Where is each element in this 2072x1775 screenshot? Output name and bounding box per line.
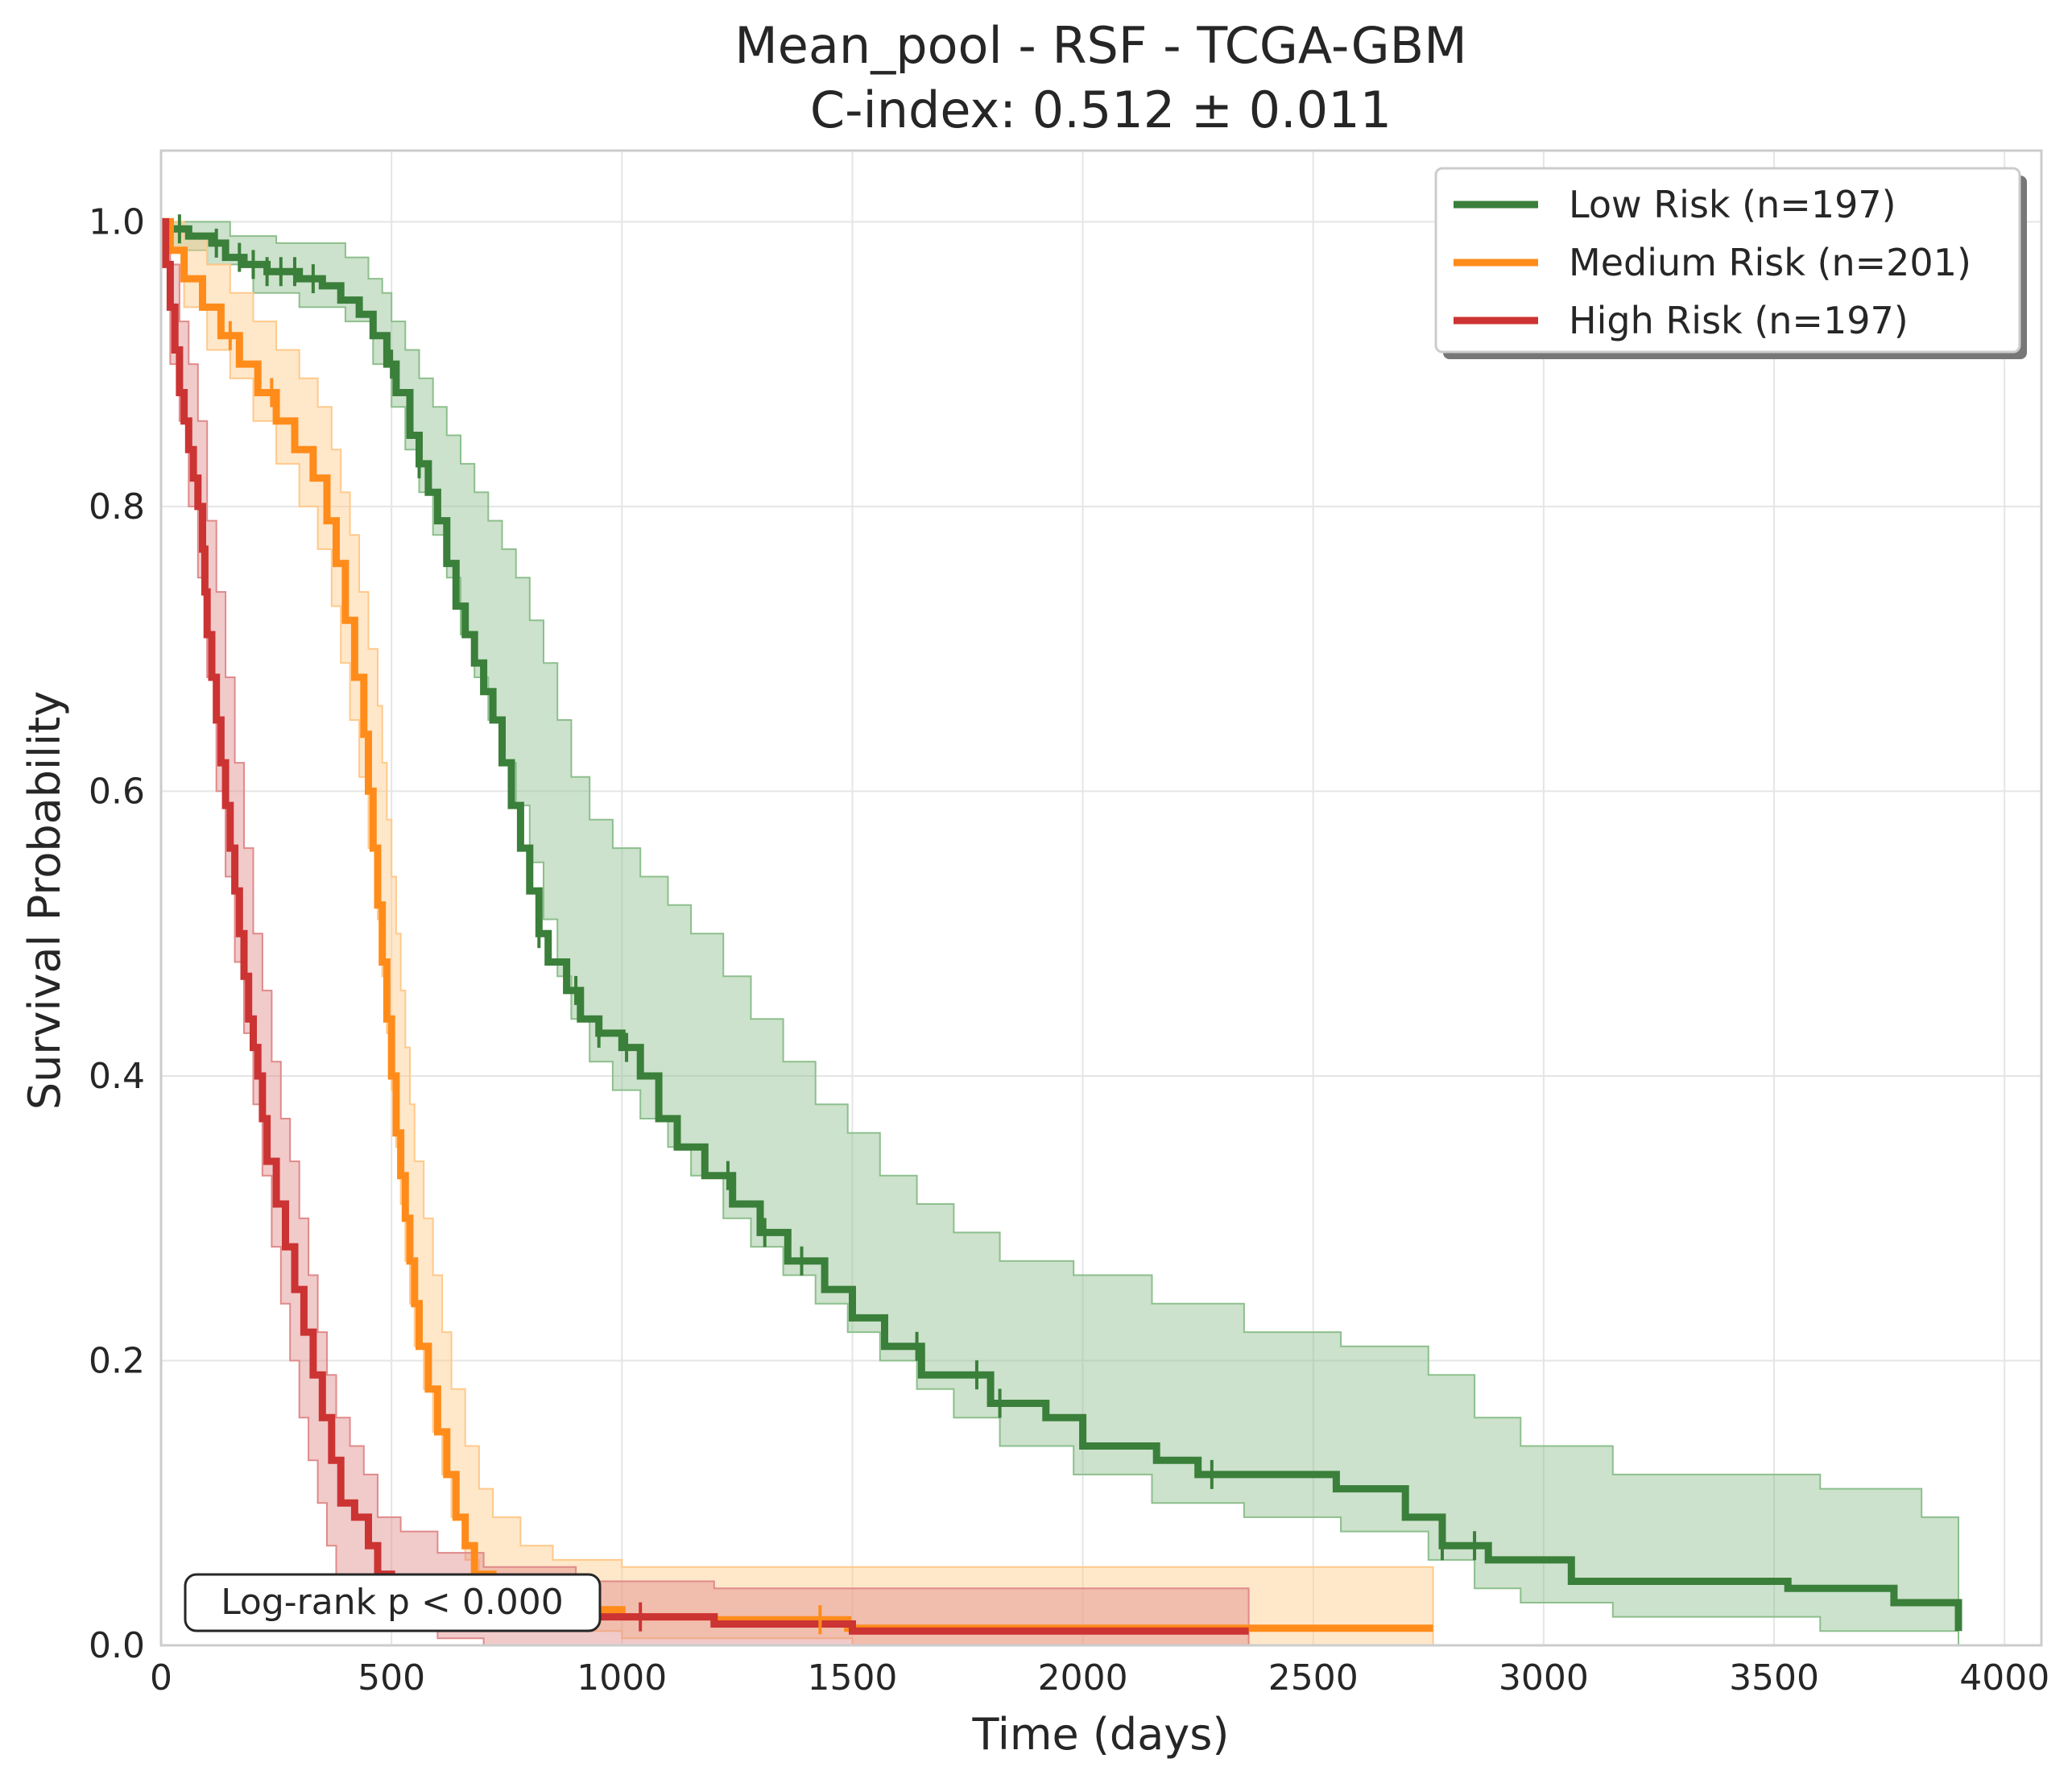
survival-curve-2 [161, 217, 1249, 1635]
legend-box [1434, 167, 2021, 354]
x-tick-label: 1000 [577, 1657, 667, 1698]
legend-entries: Low Risk (n=197) Medium Risk (n=201) High … [1454, 183, 1971, 342]
x-tick-label: 1500 [807, 1657, 897, 1698]
y-tick-label: 0.2 [89, 1340, 145, 1381]
legend: Low Risk (n=197) Medium Risk (n=201) High … [1434, 167, 2027, 359]
legend-label-2: High Risk (n=197) [1569, 299, 1909, 342]
y-tick-label: 0.0 [89, 1625, 145, 1666]
plot-frame [159, 149, 2043, 1647]
x-tick-label: 3500 [1729, 1657, 1819, 1698]
chart-title-line2: C-index: 0.512 ± 0.011 [810, 81, 1392, 139]
x-tick-label: 0 [150, 1657, 172, 1698]
x-tick-label: 3000 [1499, 1657, 1589, 1698]
chart-title-line1: Mean_pool - RSF - TCGA-GBM [734, 16, 1466, 75]
x-tick-label: 500 [358, 1657, 425, 1698]
logrank-annotation: Log-rank p < 0.000 [184, 1573, 602, 1632]
x-tick-label: 2500 [1268, 1657, 1359, 1698]
y-tick-label: 0.4 [89, 1056, 145, 1097]
x-tick-label: 2000 [1038, 1657, 1128, 1698]
y-axis-label: Survival Probability [19, 691, 70, 1110]
y-tick-label: 1.0 [89, 201, 145, 242]
logrank-box [184, 1573, 602, 1632]
logrank-text: Log-rank p < 0.000 [221, 1582, 564, 1623]
censor-marks [177, 214, 1477, 1635]
x-tick-label: 4000 [1959, 1657, 2049, 1698]
y-tick-label: 0.6 [89, 771, 145, 812]
legend-label-1: Medium Risk (n=201) [1569, 241, 1971, 284]
axis-ticks: 0 500 1000 1500 2000 2500 3000 3500 4000 0.0 0.2 0.… [89, 201, 2049, 1698]
legend-label-0: Low Risk (n=197) [1569, 183, 1896, 226]
x-axis-label: Time (days) [972, 1709, 1230, 1760]
survival-curve-0 [161, 217, 1962, 1632]
y-tick-label: 0.8 [89, 486, 145, 528]
